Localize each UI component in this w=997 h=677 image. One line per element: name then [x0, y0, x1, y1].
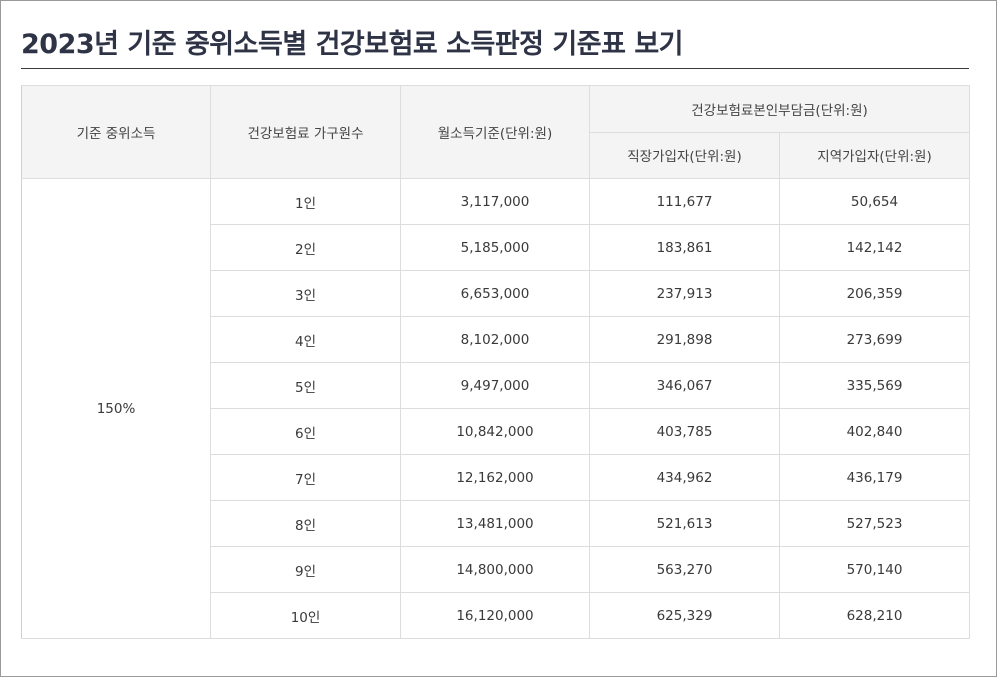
monthly-income-cell: 13,481,000: [400, 500, 590, 547]
employee-premium-cell: 434,962: [589, 454, 780, 501]
monthly-income-cell: 8,102,000: [400, 316, 590, 363]
monthly-income-cell: 9,497,000: [400, 362, 590, 409]
regional-premium-cell: 206,359: [778, 270, 971, 317]
regional-premium-cell: 335,569: [778, 362, 971, 409]
household-size-cell: 7인: [210, 454, 401, 501]
regional-premium-cell: 527,523: [778, 500, 971, 547]
title-divider: [21, 68, 969, 69]
regional-premium-cell: 402,840: [778, 408, 971, 455]
table-row: 10인 16,120,000 625,329 628,210: [22, 592, 971, 639]
household-size-cell: 10인: [210, 592, 401, 639]
table-row: 5인 9,497,000 346,067 335,569: [22, 362, 971, 409]
employee-premium-cell: 403,785: [589, 408, 780, 455]
regional-premium-cell: 436,179: [778, 454, 971, 501]
household-size-cell: 5인: [210, 362, 401, 409]
monthly-income-cell: 10,842,000: [400, 408, 590, 455]
employee-premium-cell: 625,329: [589, 592, 780, 639]
table-row: 3인 6,653,000 237,913 206,359: [22, 270, 971, 317]
monthly-income-cell: 12,162,000: [400, 454, 590, 501]
household-size-cell: 9인: [210, 546, 401, 593]
regional-premium-cell: 50,654: [778, 178, 971, 225]
monthly-income-cell: 6,653,000: [400, 270, 590, 317]
regional-premium-cell: 570,140: [778, 546, 971, 593]
table-row: 2인 5,185,000 183,861 142,142: [22, 224, 971, 271]
household-size-cell: 8인: [210, 500, 401, 547]
employee-premium-cell: 183,861: [589, 224, 780, 271]
median-income-cell: 150%: [21, 178, 211, 639]
monthly-income-cell: 3,117,000: [400, 178, 590, 225]
household-size-cell: 2인: [210, 224, 401, 271]
employee-premium-cell: 346,067: [589, 362, 780, 409]
household-size-cell: 6인: [210, 408, 401, 455]
header-employee: 직장가입자(단위:원): [589, 131, 780, 179]
household-size-cell: 1인: [210, 178, 401, 225]
header-regional: 지역가입자(단위:원): [778, 131, 971, 179]
household-size-cell: 4인: [210, 316, 401, 363]
header-monthly-income: 월소득기준(단위:원): [400, 85, 590, 179]
header-median-income: 기준 중위소득: [21, 85, 211, 179]
table-row: 6인 10,842,000 403,785 402,840: [22, 408, 971, 455]
monthly-income-cell: 14,800,000: [400, 546, 590, 593]
employee-premium-cell: 563,270: [589, 546, 780, 593]
table-row: 9인 14,800,000 563,270 570,140: [22, 546, 971, 593]
regional-premium-cell: 273,699: [778, 316, 971, 363]
employee-premium-cell: 237,913: [589, 270, 780, 317]
income-criteria-table: 기준 중위소득 건강보험료 가구원수 월소득기준(단위:원) 건강보험료본인부담…: [21, 85, 971, 639]
regional-premium-cell: 628,210: [778, 592, 971, 639]
regional-premium-cell: 142,142: [778, 224, 971, 271]
employee-premium-cell: 521,613: [589, 500, 780, 547]
page-title: 2023년 기준 중위소득별 건강보험료 소득판정 기준표 보기: [21, 29, 684, 60]
household-size-cell: 3인: [210, 270, 401, 317]
table-row: 150% 1인 3,117,000 111,677 50,654: [21, 178, 971, 639]
header-household-size: 건강보험료 가구원수: [210, 85, 401, 179]
monthly-income-cell: 5,185,000: [400, 224, 590, 271]
table-row: 8인 13,481,000 521,613 527,523: [22, 500, 971, 547]
table-row: 7인 12,162,000 434,962 436,179: [22, 454, 971, 501]
employee-premium-cell: 111,677: [589, 178, 780, 225]
monthly-income-cell: 16,120,000: [400, 592, 590, 639]
header-premium-group: 건강보험료본인부담금(단위:원): [588, 85, 971, 133]
employee-premium-cell: 291,898: [589, 316, 780, 363]
table-row: 4인 8,102,000 291,898 273,699: [22, 316, 971, 363]
